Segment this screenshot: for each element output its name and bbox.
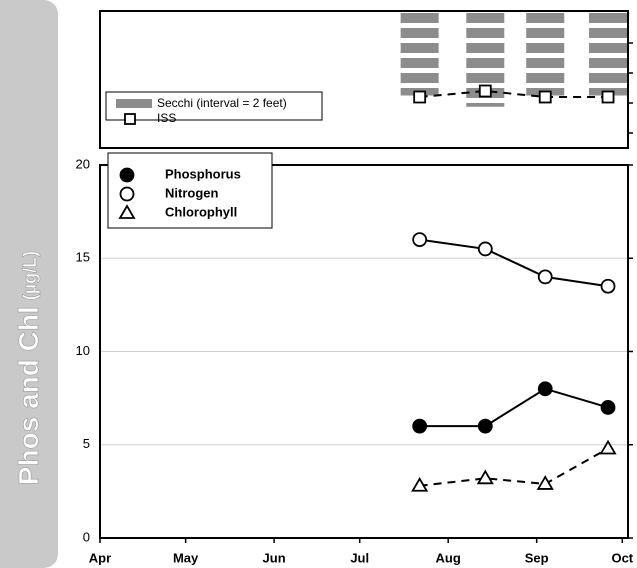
x-tick-label: Apr bbox=[89, 550, 111, 565]
y-axis-units: (µg/L) bbox=[20, 251, 40, 300]
y-tick-label: 5 bbox=[83, 436, 90, 451]
marker bbox=[413, 90, 427, 104]
legend-swatch bbox=[116, 99, 152, 108]
marker bbox=[536, 475, 554, 490]
marker bbox=[538, 90, 552, 104]
secchi-bar bbox=[589, 13, 628, 96]
legend-label: Phosphorus bbox=[165, 166, 241, 181]
marker bbox=[476, 469, 494, 485]
marker bbox=[537, 381, 553, 397]
y-tick-label: 10 bbox=[76, 343, 90, 358]
series-line bbox=[419, 387, 609, 428]
legend-swatch bbox=[124, 113, 136, 125]
series-line bbox=[419, 89, 609, 98]
marker bbox=[412, 418, 428, 434]
axis-label-panel bbox=[0, 0, 58, 568]
series-line bbox=[419, 447, 609, 487]
legend-label: ISS bbox=[157, 111, 176, 125]
x-tick-label: Jul bbox=[350, 550, 369, 565]
y-axis-label: Phos and Chl (µg/L) bbox=[13, 251, 44, 485]
legend-marker bbox=[119, 186, 135, 202]
legend-marker bbox=[118, 204, 136, 219]
marker bbox=[478, 84, 492, 98]
y-axis-title: Phos and Chl bbox=[13, 306, 44, 485]
marker bbox=[599, 439, 617, 455]
x-tick-label: Aug bbox=[436, 550, 461, 565]
plot-frame bbox=[99, 10, 629, 149]
legend-marker bbox=[119, 167, 135, 183]
y-tick-label: 0 bbox=[83, 529, 90, 544]
marker bbox=[411, 476, 429, 492]
marker bbox=[601, 90, 615, 104]
x-tick-label: Sep bbox=[525, 550, 549, 565]
legend-label: Secchi (interval = 2 feet) bbox=[157, 96, 287, 110]
legend-box bbox=[107, 152, 273, 229]
plots: Secchi (interval = 2 feet)ISS 0 5 10 15 20 Apr… bbox=[76, 10, 634, 565]
marker bbox=[477, 241, 493, 257]
x-tick-label: Oct bbox=[611, 550, 633, 565]
y-tick-label: 15 bbox=[76, 250, 90, 265]
legend-label: Nitrogen bbox=[165, 185, 219, 200]
x-tick-label: May bbox=[173, 550, 199, 565]
marker bbox=[600, 400, 616, 415]
secchi-bar bbox=[400, 13, 439, 96]
marker bbox=[412, 232, 428, 248]
y-tick-label: 20 bbox=[76, 156, 90, 171]
legend-label: Chlorophyll bbox=[165, 204, 237, 219]
marker bbox=[537, 269, 553, 285]
series-line bbox=[419, 238, 609, 288]
marker bbox=[477, 418, 493, 434]
secchi-bar bbox=[526, 13, 565, 96]
x-tick-label: Jun bbox=[263, 550, 286, 565]
marker bbox=[600, 278, 616, 294]
plot-frame bbox=[99, 164, 629, 539]
